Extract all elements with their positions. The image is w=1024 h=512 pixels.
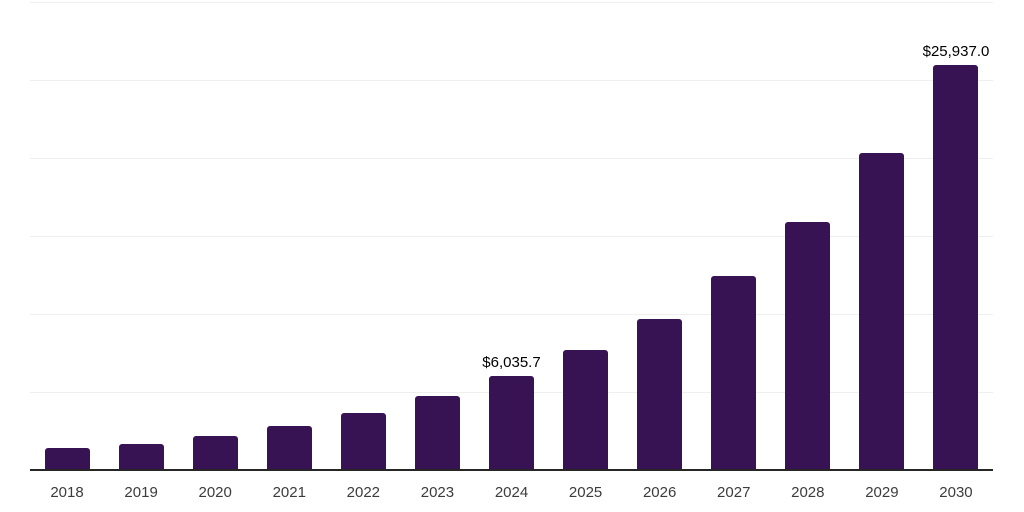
x-axis-label-2021: 2021 <box>272 484 306 501</box>
bar-2020 <box>192 436 238 470</box>
bar-group-2025 <box>549 2 623 470</box>
x-axis-label-2024: 2024 <box>494 484 529 501</box>
gridline-25000 <box>30 79 993 81</box>
bar-2030 <box>933 65 979 470</box>
bar-2021 <box>266 426 312 470</box>
bar-group-2029 <box>845 2 919 470</box>
x-axis-label-2022: 2022 <box>346 484 381 501</box>
bar-group-2024: $6,035.7 <box>474 2 548 470</box>
bar-2029 <box>859 153 905 470</box>
x-axis-label-2020: 2020 <box>198 484 232 501</box>
bar-group-2026 <box>623 2 697 470</box>
bar-2019 <box>118 443 164 470</box>
bar-group-2021 <box>252 2 326 470</box>
x-axis-label-2030: 2030 <box>939 484 973 501</box>
x-axis-label-2027: 2027 <box>717 484 751 501</box>
bar-2027 <box>711 275 757 470</box>
bar-2023 <box>414 396 460 470</box>
bar-2028 <box>785 222 831 470</box>
x-axis-labels: 2018 2019 2020 2021 2022 2023 2024 2025 2026 2027… <box>30 484 993 502</box>
bar-2018 <box>44 448 90 470</box>
x-axis-label-2028: 2028 <box>791 484 825 501</box>
bar-group-2022 <box>326 2 400 470</box>
x-axis-line <box>30 469 993 471</box>
gridline-10000 <box>30 313 993 315</box>
bar-group-2023 <box>400 2 474 470</box>
bar-group-2027 <box>697 2 771 470</box>
x-axis-label-2019: 2019 <box>124 484 158 501</box>
plot-area: $6,035.7 $25,937.0 <box>30 1 993 471</box>
bar-2025 <box>563 350 609 470</box>
value-label-2030: $25,937.0 <box>922 43 990 61</box>
bar-2024 <box>489 375 534 470</box>
bar-group-2019 <box>104 2 178 470</box>
bar-group-2018 <box>30 2 104 470</box>
x-axis-label-2025: 2025 <box>568 484 603 501</box>
value-label-2024: $6,035.7 <box>482 353 541 371</box>
x-axis-label-2018: 2018 <box>50 484 84 501</box>
x-axis-label-2026: 2026 <box>642 484 677 501</box>
bar-group-2020 <box>178 2 252 470</box>
bar-2022 <box>340 413 386 470</box>
x-axis-label-2023: 2023 <box>420 484 455 501</box>
bar-2026 <box>637 319 683 470</box>
bars-row: $6,035.7 $25,937.0 <box>30 2 993 470</box>
bar-group-2030: $25,937.0 <box>919 2 993 470</box>
bar-group-2028 <box>771 2 845 470</box>
x-axis-label-2029: 2029 <box>865 484 899 501</box>
gridline-30000 <box>30 1 993 3</box>
gridline-20000 <box>30 157 993 159</box>
gridline-15000 <box>30 235 993 237</box>
